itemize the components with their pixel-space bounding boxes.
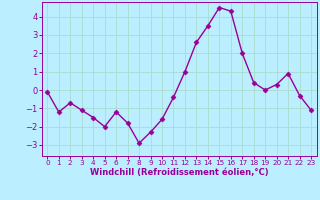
X-axis label: Windchill (Refroidissement éolien,°C): Windchill (Refroidissement éolien,°C) [90, 168, 268, 177]
